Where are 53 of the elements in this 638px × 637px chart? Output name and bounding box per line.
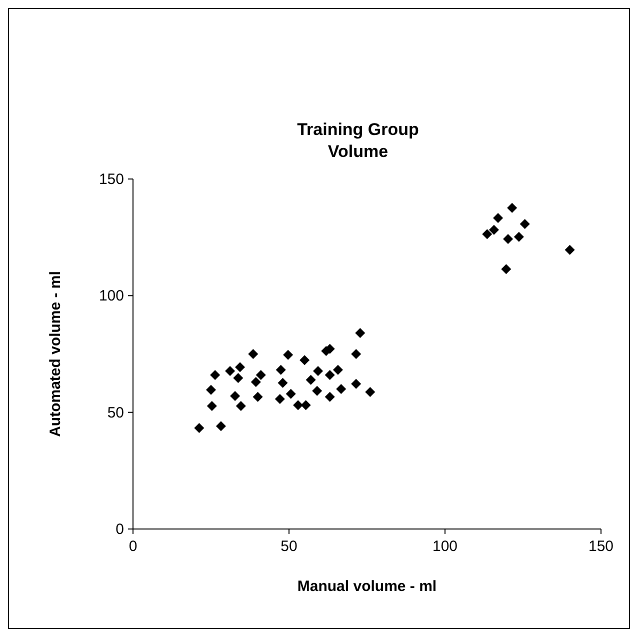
point bbox=[336, 384, 346, 394]
point bbox=[293, 400, 304, 410]
point bbox=[252, 392, 263, 402]
y-tick-label: 100 bbox=[98, 288, 124, 305]
point bbox=[493, 212, 504, 223]
y-tick-label: 50 bbox=[107, 404, 124, 422]
point bbox=[312, 386, 322, 396]
point bbox=[276, 364, 286, 375]
x-tick-label: 100 bbox=[432, 538, 458, 555]
point bbox=[514, 232, 524, 242]
point bbox=[225, 366, 236, 376]
point bbox=[501, 264, 512, 274]
point bbox=[564, 244, 575, 255]
point bbox=[482, 229, 492, 240]
point bbox=[332, 364, 343, 375]
point bbox=[365, 387, 376, 398]
x-tick-label: 150 bbox=[588, 538, 614, 555]
point bbox=[313, 366, 324, 376]
point bbox=[194, 422, 204, 433]
point bbox=[286, 388, 296, 399]
point bbox=[351, 378, 362, 389]
point bbox=[236, 401, 246, 412]
point bbox=[235, 362, 246, 372]
point bbox=[351, 349, 362, 359]
point bbox=[283, 350, 294, 360]
point bbox=[306, 374, 316, 385]
point bbox=[274, 394, 285, 404]
point bbox=[324, 392, 335, 402]
point bbox=[507, 202, 518, 213]
point bbox=[206, 401, 217, 412]
point bbox=[216, 421, 226, 432]
point bbox=[230, 391, 240, 401]
point bbox=[210, 370, 220, 380]
point bbox=[206, 384, 216, 395]
point bbox=[324, 370, 335, 380]
point bbox=[355, 328, 366, 338]
point bbox=[520, 219, 530, 230]
point bbox=[278, 378, 288, 388]
y-axis-title: Automated volume - ml bbox=[47, 271, 64, 437]
x-tick-label: 0 bbox=[128, 538, 138, 555]
y-tick-label: 0 bbox=[116, 521, 124, 538]
point bbox=[300, 355, 310, 366]
point bbox=[488, 224, 499, 235]
point bbox=[503, 234, 514, 244]
chart-title: Training Group Volume bbox=[297, 120, 419, 161]
point bbox=[250, 377, 261, 387]
point bbox=[248, 349, 258, 359]
x-axis-title: Manual volume - ml bbox=[297, 578, 437, 595]
point bbox=[233, 373, 244, 384]
x-tick-label: 50 bbox=[280, 538, 298, 555]
point bbox=[300, 400, 311, 410]
point bbox=[256, 370, 266, 380]
y-tick-label: 150 bbox=[98, 171, 124, 188]
